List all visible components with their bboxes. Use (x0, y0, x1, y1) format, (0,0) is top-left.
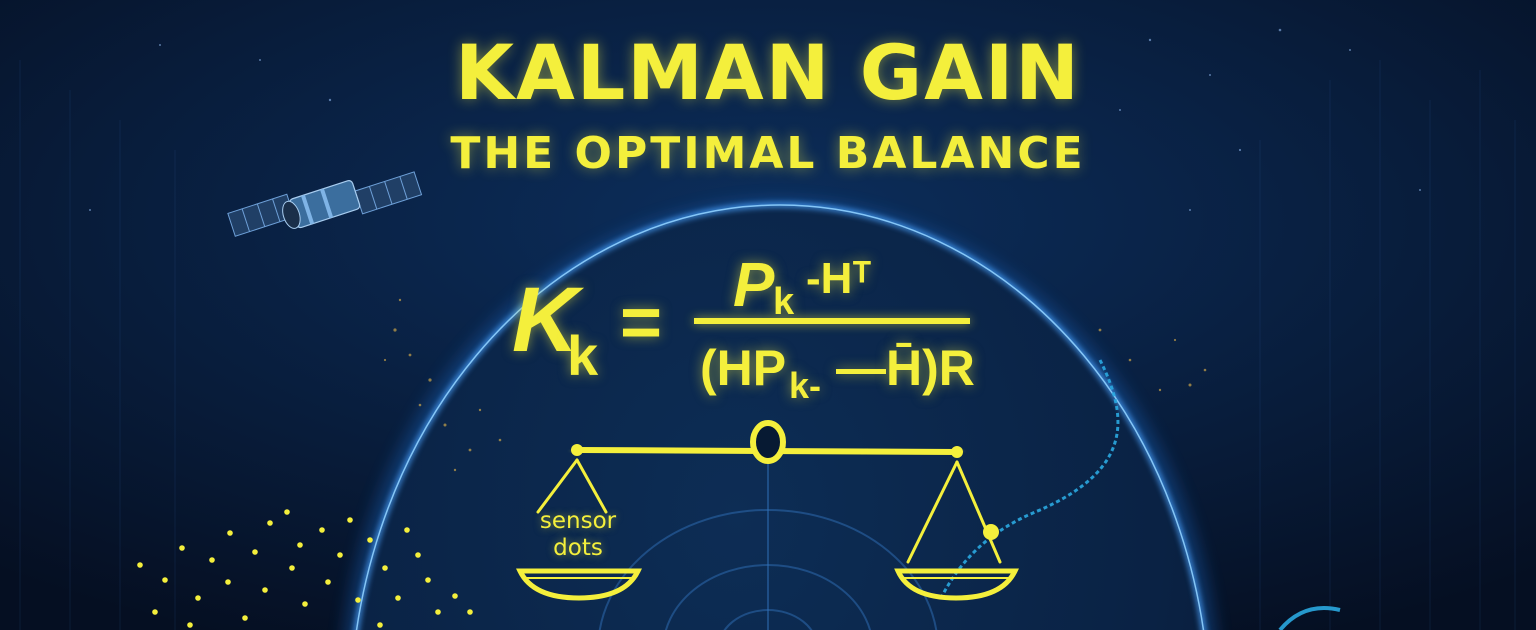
sensor-dots (137, 509, 473, 628)
satellite-icon (227, 171, 423, 237)
radar-rings (598, 460, 938, 630)
sensor-dots-label: sensor dots (528, 508, 628, 562)
equation-lhs-subscript: k (567, 324, 599, 387)
equation-lhs-symbol: K (512, 269, 579, 371)
equation-denominator-part2: —H̄)R (836, 340, 975, 396)
equation-numerator-symbol: P (733, 251, 775, 320)
star-field (89, 28, 1421, 211)
page-title: KALMAN GAIN (455, 28, 1081, 117)
equation-numerator-subscript: k (773, 281, 795, 323)
page-subtitle: THE OPTIMAL BALANCE (450, 128, 1086, 179)
equation-numerator-rest: -Hᵀ (806, 254, 872, 303)
background-grid-lines (19, 60, 1516, 630)
trajectory-arc (1278, 606, 1341, 630)
sensor-label-line2: dots (553, 535, 603, 561)
earth-globe-icon (344, 200, 1216, 630)
trajectory-path (938, 359, 1120, 601)
equation-denominator-part1: (HP (700, 340, 787, 396)
balance-scale-icon (516, 420, 1019, 601)
fraction-bar (694, 318, 970, 324)
equation-equals: = (620, 283, 663, 363)
equation-denominator-subscript: k- (789, 365, 822, 406)
sensor-label-line1: sensor (539, 508, 617, 534)
